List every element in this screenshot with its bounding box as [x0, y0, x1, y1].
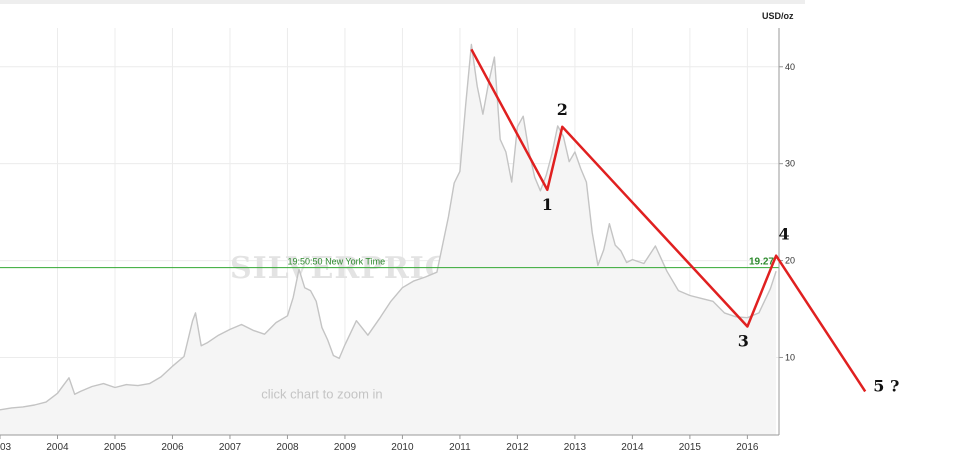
x-tick-label: 2011	[449, 442, 471, 453]
wave-label-3: 3	[738, 331, 749, 350]
wave-label-4: 4	[779, 225, 790, 244]
x-tick-label: 2004	[46, 442, 69, 453]
price-area	[0, 43, 777, 435]
x-tick-label: 2010	[391, 442, 414, 453]
wave-label-5: 5 ?	[873, 376, 899, 395]
x-tick-label: 2012	[506, 442, 529, 453]
y-axis-unit-label: USD/oz	[762, 11, 794, 21]
price-area-fill	[0, 44, 777, 435]
wave-label-2: 2	[557, 100, 568, 119]
price-series-line	[0, 43, 777, 411]
zoom-hint[interactable]: click chart to zoom in	[261, 386, 382, 401]
x-tick-label: 2003	[0, 442, 12, 453]
x-tick-label: 2008	[276, 442, 299, 453]
x-tick-label: 2009	[334, 442, 357, 453]
wave-label-1: 1	[542, 195, 553, 214]
elliott-wave-line	[470, 48, 867, 393]
current-price-line-group: 19:50:50 New York Time 19.27	[0, 257, 779, 269]
x-tick-label: 2005	[104, 442, 127, 453]
y-tick-label: 20	[785, 256, 795, 266]
x-tick-label: 2015	[679, 442, 702, 453]
chart-axes: 2003200420052006200720082009201020112012…	[0, 28, 795, 453]
x-tick-label: 2013	[564, 442, 587, 453]
x-tick-label: 2007	[219, 442, 242, 453]
x-tick-label: 2014	[621, 442, 644, 453]
y-tick-label: 30	[785, 159, 795, 169]
top-bar	[0, 0, 805, 4]
y-tick-label: 40	[785, 62, 795, 72]
current-price-time-label: 19:50:50 New York Time	[288, 257, 386, 267]
current-price-value-label: 19.27	[749, 257, 774, 268]
x-tick-label: 2016	[736, 442, 759, 453]
x-tick-label: 2006	[161, 442, 184, 453]
elliott-wave-group: 1 2 3 4 5 ?	[470, 48, 899, 395]
y-tick-label: 10	[785, 352, 795, 362]
